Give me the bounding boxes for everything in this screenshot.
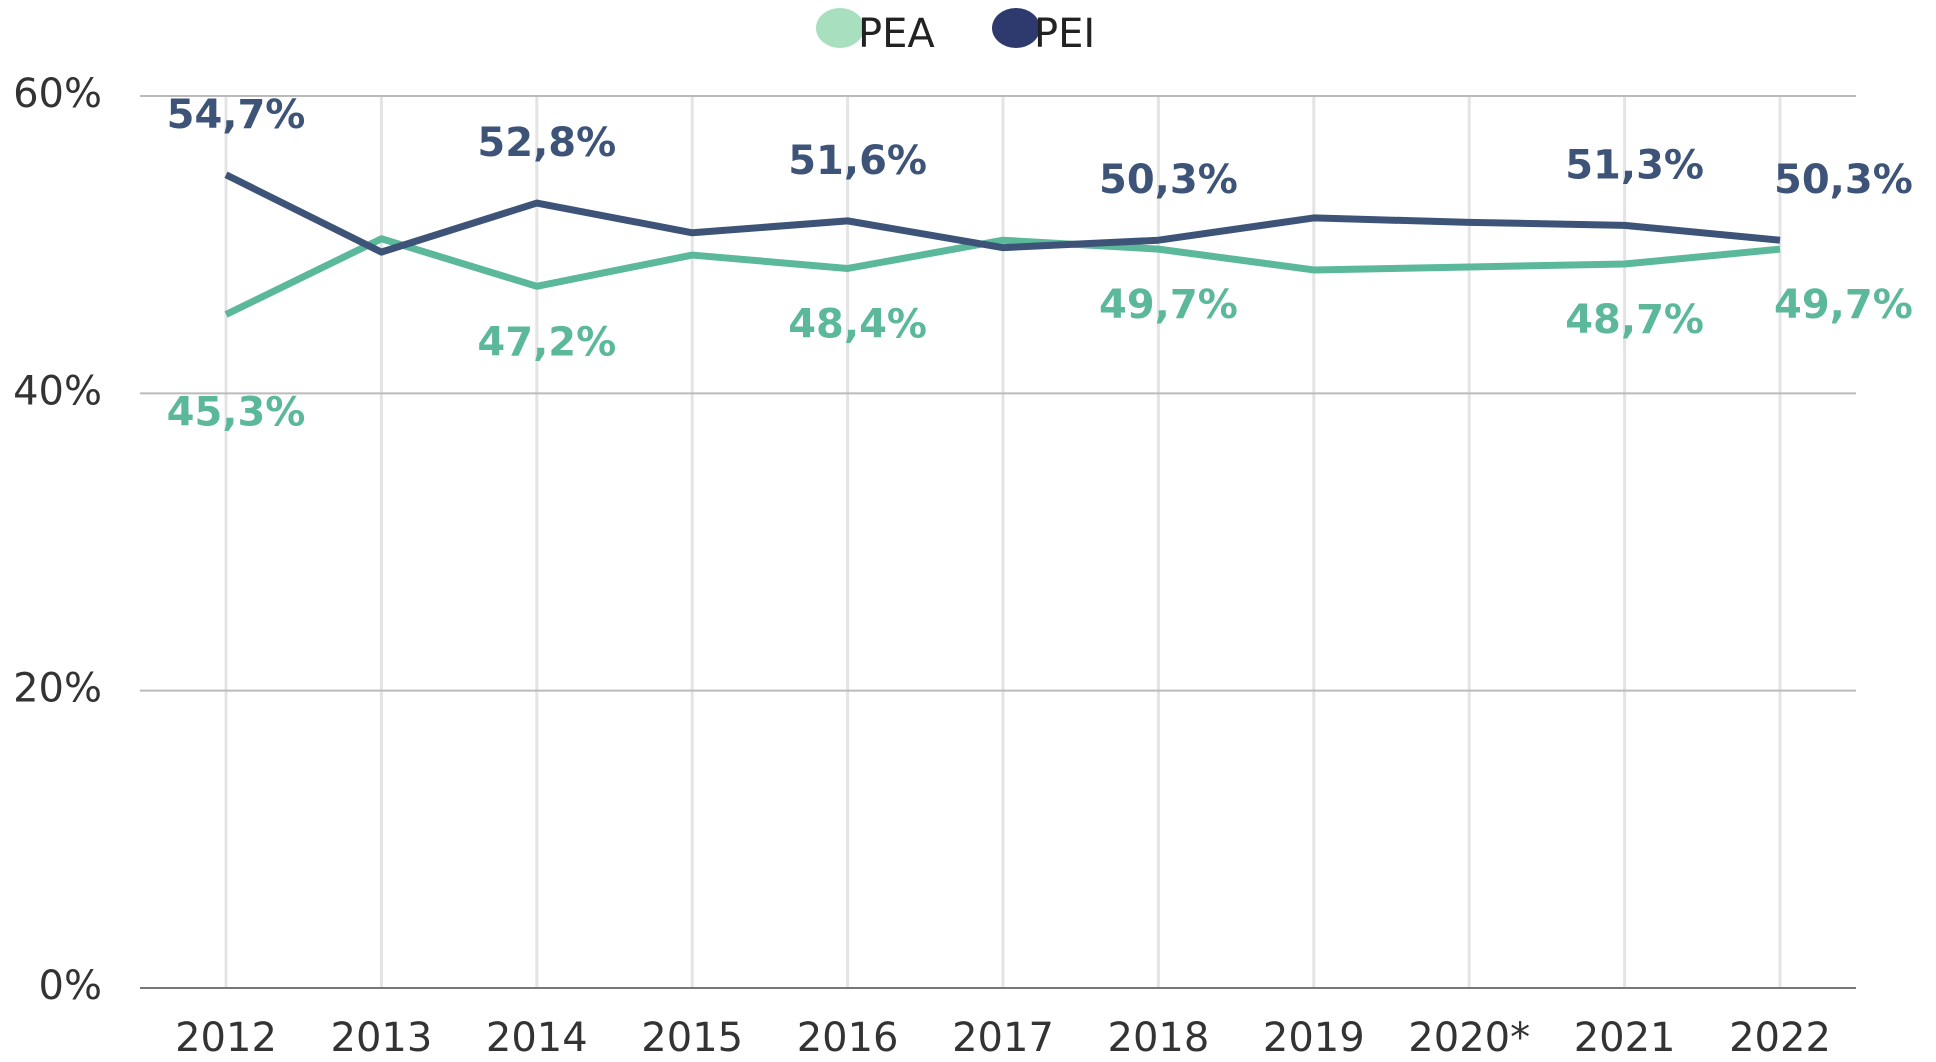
y-tick-label: 40% (13, 368, 102, 414)
value-label: 48,4% (788, 301, 927, 347)
value-label: 52,8% (477, 120, 616, 166)
x-tick-label: 2022 (1729, 1015, 1831, 1061)
value-label: 48,7% (1565, 297, 1704, 343)
x-tick-label: 2018 (1108, 1015, 1210, 1061)
value-label: 45,3% (167, 390, 306, 436)
x-tick-label: 2017 (952, 1015, 1054, 1061)
value-label: 51,3% (1565, 142, 1704, 188)
x-tick-label: 2020* (1408, 1015, 1530, 1061)
value-label: 54,7% (167, 92, 306, 138)
legend-label: PEA (858, 11, 935, 57)
x-tick-label: 2013 (331, 1015, 433, 1061)
series-line (224, 235, 1781, 318)
x-tick-label: 2016 (797, 1015, 899, 1061)
value-label: 49,7% (1774, 282, 1913, 328)
series-line (224, 171, 1781, 256)
x-tick-label: 2012 (175, 1015, 277, 1061)
value-label: 51,6% (788, 138, 927, 184)
x-tick-label: 2015 (641, 1015, 743, 1061)
x-tick-label: 2014 (486, 1015, 588, 1061)
x-tick-label: 2021 (1574, 1015, 1676, 1061)
value-label: 49,7% (1099, 282, 1238, 328)
legend-swatch (816, 8, 864, 48)
value-label: 50,3% (1774, 157, 1913, 203)
legend-swatch (992, 8, 1040, 48)
legend-label: PEI (1034, 11, 1095, 57)
value-label: 50,3% (1099, 157, 1238, 203)
x-tick-label: 2019 (1263, 1015, 1365, 1061)
y-tick-label: 20% (13, 666, 102, 712)
y-tick-label: 60% (13, 71, 102, 117)
y-tick-label: 0% (39, 963, 102, 1009)
value-label: 47,2% (477, 319, 616, 365)
